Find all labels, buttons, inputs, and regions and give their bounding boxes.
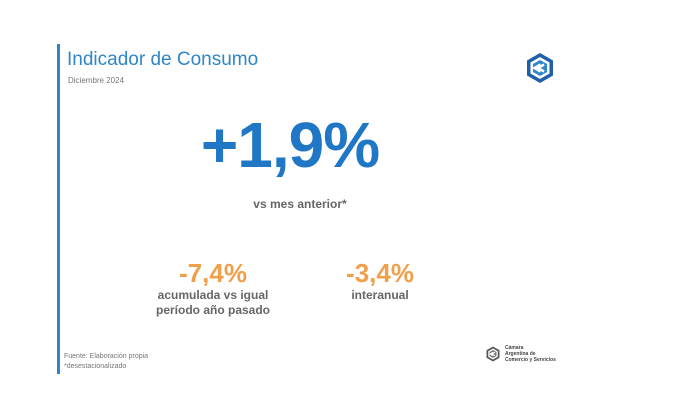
- main-indicator-value: +1,9%: [200, 109, 380, 181]
- stat-yoy-label: interanual: [351, 288, 409, 302]
- main-indicator-label: vs mes anterior*: [253, 197, 347, 211]
- footer-notes: Fuente: Elaboración propia *desestaciona…: [64, 352, 148, 372]
- org-logo: Cámara Argentina de Comercio y Servicios: [485, 345, 556, 363]
- stat-yoy-value: -3,4%: [346, 258, 414, 288]
- accent-bar: [57, 44, 60, 374]
- stat-accumulated-value: -7,4%: [179, 258, 247, 288]
- org-name-line2: Argentina de: [505, 351, 536, 357]
- footer-source: Fuente: Elaboración propia: [64, 353, 149, 360]
- org-name: Cámara Argentina de Comercio y Servicios: [505, 345, 556, 363]
- stat-accumulated-label-line1: acumulada vs igual: [157, 288, 269, 302]
- org-name-line3: Comercio y Servicios: [505, 357, 556, 363]
- cac-logo-icon: [524, 52, 556, 84]
- slide-title: Indicador de Consumo: [67, 49, 259, 70]
- stat-accumulated: -7,4% acumulada vs igual período año pas…: [138, 258, 288, 318]
- footer-note: *desestacionalizado: [64, 363, 127, 370]
- stat-year-over-year: -3,4% interanual: [320, 258, 440, 303]
- org-name-line1: Cámara: [505, 345, 524, 351]
- slide-date: Diciembre 2024: [68, 76, 125, 85]
- cac-logo-small-icon: [486, 346, 500, 362]
- stat-accumulated-label-line2: período año pasado: [155, 303, 270, 317]
